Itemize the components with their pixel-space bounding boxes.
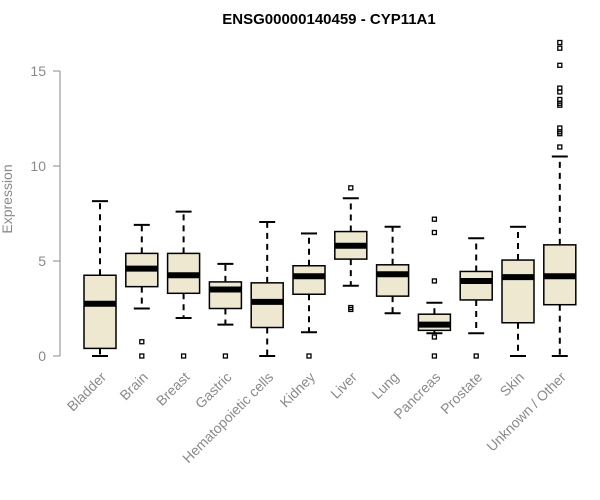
x-tick-label: Kidney [277, 369, 319, 411]
iqr-box [292, 265, 326, 295]
x-tick-label: Skin [497, 369, 528, 400]
x-tick-label: Breast [153, 369, 193, 409]
box-prostate [459, 237, 493, 359]
box-unknown-other [543, 39, 577, 357]
outlier-point [139, 339, 145, 345]
x-tick-label: Bladder [64, 369, 110, 415]
x-tick-label: Unknown / Other [483, 369, 569, 455]
outlier-point [431, 278, 438, 284]
y-tick-label: 0 [38, 348, 46, 364]
iqr-box [208, 281, 243, 310]
box-kidney [292, 232, 326, 359]
y-tick-label: 10 [30, 158, 46, 174]
y-axis: 0 5 10 15 [30, 63, 61, 364]
x-tick-label: Liver [327, 369, 360, 402]
y-tick-label: 15 [30, 63, 46, 79]
outlier-point [180, 353, 187, 359]
outlier-point [557, 144, 563, 150]
x-tick-label: Lung [368, 369, 401, 402]
outlier-point [306, 353, 312, 359]
chart-title: ENSG00000140459 - CYP11A1 [222, 11, 435, 28]
box-brain [125, 223, 159, 359]
outlier-point [139, 353, 145, 359]
x-tick-label: Prostate [437, 369, 485, 417]
box-breast [166, 210, 201, 359]
y-axis-label: Expression [0, 164, 15, 233]
outlier-point [557, 45, 563, 51]
iqr-box [375, 264, 410, 297]
outlier-point [348, 185, 354, 191]
outlier-point [222, 353, 229, 359]
box-pancreas [417, 216, 452, 359]
outlier-point [431, 353, 438, 359]
outlier-point [557, 62, 563, 68]
outlier-point [431, 229, 438, 236]
box-bladder [83, 200, 117, 357]
box-liver [334, 185, 368, 313]
x-tick-label: Brain [116, 369, 150, 403]
box-skin [501, 225, 535, 357]
iqr-box [501, 259, 535, 324]
outlier-point [557, 131, 563, 137]
outlier-point [557, 89, 563, 95]
iqr-box [250, 282, 284, 329]
outlier-point [557, 39, 563, 46]
iqr-box [83, 274, 117, 350]
box-lung [375, 225, 410, 315]
iqr-box [459, 270, 493, 301]
outlier-point [473, 353, 479, 359]
outlier-point [557, 102, 563, 108]
boxes-group [83, 39, 577, 359]
box-hematopoietic-cells [250, 221, 284, 357]
outlier-point [348, 306, 354, 313]
y-tick-label: 5 [38, 253, 46, 269]
outlier-point [431, 334, 438, 340]
box-gastric [208, 262, 243, 359]
outlier-point [431, 216, 438, 222]
